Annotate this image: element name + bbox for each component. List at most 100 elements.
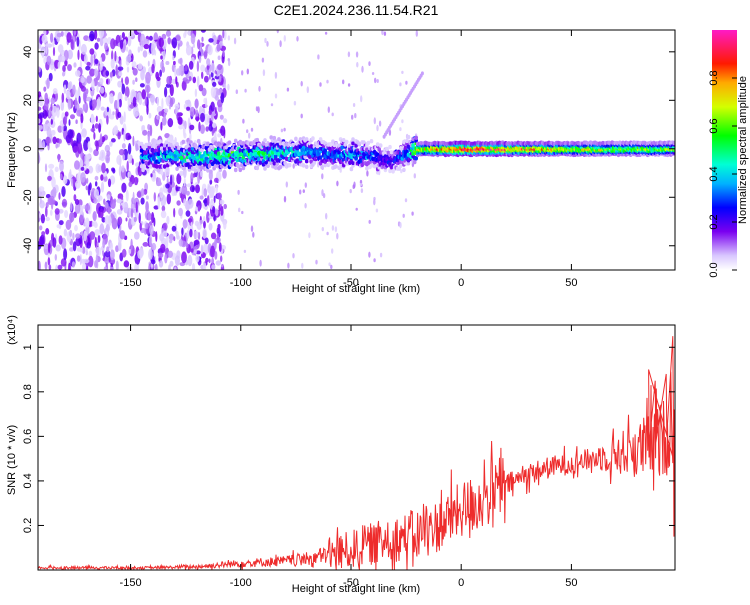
spectrogram-noise-cell xyxy=(136,191,142,198)
spectrogram-noise-cell xyxy=(96,84,99,93)
spectrogram-ridge-cell xyxy=(345,139,349,145)
spectrogram-noise-cell xyxy=(200,170,203,178)
spectrogram-noise-cell xyxy=(47,257,51,266)
spectrogram-noise-cell xyxy=(52,136,57,145)
spectrogram-noise-cell xyxy=(38,139,43,150)
spectrogram-noise-cell xyxy=(54,166,59,173)
spectrogram-noise-cell xyxy=(95,181,98,187)
spectrogram-noise-cell xyxy=(143,38,150,45)
spectrogram-noise-cell xyxy=(77,86,81,99)
spectrogram-ridge-cell xyxy=(351,160,355,166)
spectrogram-ridge-cell xyxy=(362,140,366,145)
spectrogram-noise-cell xyxy=(171,37,178,49)
spectrogram-noise-cell xyxy=(47,175,52,181)
spectrogram-noise-cell xyxy=(57,153,60,163)
spectrogram-noise-cell xyxy=(181,227,184,236)
spectrogram-noise-cell xyxy=(141,89,146,100)
spectrogram-noise-cell xyxy=(197,205,201,212)
spectrogram-noise-cell xyxy=(198,84,204,92)
spectrogram-noise-cell xyxy=(50,118,53,125)
spectrogram-noise-cell xyxy=(212,81,217,87)
spectrogram-noise-cell xyxy=(91,221,95,227)
spectrogram-noise-cell xyxy=(57,264,63,270)
spectrogram-ridge-cell xyxy=(323,141,328,146)
spectrogram-noise-cell xyxy=(48,72,53,82)
spectrogram-noise-cell xyxy=(293,100,297,106)
spectrogram-noise-cell xyxy=(222,169,227,179)
spectrogram-ridge-cell xyxy=(233,167,238,173)
spectrogram-noise-cell xyxy=(70,137,74,146)
spectrogram-noise-cell xyxy=(46,126,52,138)
spectrogram-noise-cell xyxy=(89,231,96,240)
spectrogram-noise-cell xyxy=(368,219,371,224)
spectrogram-noise-cell xyxy=(67,49,73,60)
spectrogram-noise-cell xyxy=(119,230,126,240)
spectrogram-noise-cell xyxy=(97,96,101,107)
spectrogram-noise-cell xyxy=(135,77,138,82)
spectrogram-ridge-cell xyxy=(142,146,147,151)
spectrogram-ridge-cell xyxy=(144,160,148,166)
spectrogram-noise-cell xyxy=(62,71,65,77)
spectrogram-noise-cell xyxy=(72,175,75,188)
spectrogram-noise-cell xyxy=(90,115,96,125)
spectrogram-noise-cell xyxy=(262,69,266,77)
spectrogram-noise-cell xyxy=(211,122,217,128)
spectrogram-noise-cell xyxy=(210,232,217,240)
spectrogram-noise-cell xyxy=(46,55,52,66)
spectrogram-noise-cell xyxy=(52,237,57,248)
spectrogram-noise-cell xyxy=(151,63,155,74)
spectrogram-ridge-cell xyxy=(255,165,260,171)
spectrogram-noise-cell xyxy=(73,194,77,202)
spectrogram-ridge-cell xyxy=(304,164,309,169)
spectrogram-noise-cell xyxy=(258,85,261,92)
spectrogram-noise-cell xyxy=(352,184,355,189)
spectrogram-noise-cell xyxy=(102,37,108,45)
spectrogram-noise-cell xyxy=(56,107,60,118)
spectrogram-noise-cell xyxy=(222,50,225,57)
spectrogram-noise-cell xyxy=(46,43,53,48)
spectrogram-noise-cell xyxy=(153,192,156,202)
spectrogram-noise-cell xyxy=(71,261,76,268)
spectrogram-noise-cell xyxy=(134,176,139,186)
spectrogram-noise-cell xyxy=(187,198,194,209)
spectrogram-noise-cell xyxy=(99,208,104,219)
spectrogram-ridge-cell xyxy=(311,136,315,141)
spectrogram-noise-cell xyxy=(200,244,204,255)
colorbar-tick-label: 0.6 xyxy=(708,118,720,133)
spectrogram-noise-cell xyxy=(195,116,200,121)
spectrogram-noise-cell xyxy=(179,57,183,65)
spectrogram-noise-cell xyxy=(106,194,111,201)
spectrogram-ridge-cell xyxy=(269,135,274,140)
spectrogram-streak-cell xyxy=(420,71,424,76)
spectrogram-noise-cell xyxy=(112,168,116,174)
spectrogram-noise-cell xyxy=(79,158,83,168)
spectrogram-noise-cell xyxy=(250,127,254,132)
spectrogram-noise-cell xyxy=(109,141,113,147)
spectrogram-noise-cell xyxy=(124,76,129,85)
spectrogram-noise-cell xyxy=(124,95,128,102)
spectrogram-noise-cell xyxy=(220,92,225,104)
spectrogram-noise-cell xyxy=(179,187,182,194)
snr-y-tick-label: 0.6 xyxy=(22,429,34,444)
spectrogram-noise-cell xyxy=(210,62,215,73)
spectrogram-noise-cell xyxy=(132,68,138,76)
spectrogram-noise-cell xyxy=(270,103,274,107)
spectrogram-ridge-cell xyxy=(175,157,179,162)
spectrogram-noise-cell xyxy=(41,34,48,44)
spectrogram-noise-cell xyxy=(85,96,92,102)
spectrogram-noise-cell xyxy=(174,255,180,266)
spectrogram-noise-cell xyxy=(119,39,124,50)
spectrogram-noise-cell xyxy=(82,91,87,103)
spectrogram-noise-cell xyxy=(55,143,58,149)
spectrogram-noise-cell xyxy=(327,106,330,113)
spectrogram-noise-cell xyxy=(89,182,92,191)
spectrogram-noise-cell xyxy=(102,239,106,249)
spectrogram-noise-cell xyxy=(135,201,138,213)
spectrogram-ridge-cell xyxy=(209,169,213,174)
spectrogram-noise-cell xyxy=(192,76,197,84)
spectrogram-noise-cell xyxy=(123,129,126,142)
spectrogram-noise-cell xyxy=(174,266,177,270)
spectrogram-noise-cell xyxy=(84,217,90,228)
spectrogram-noise-cell xyxy=(121,32,125,39)
snr-y-tick-label: 0.2 xyxy=(22,518,34,533)
